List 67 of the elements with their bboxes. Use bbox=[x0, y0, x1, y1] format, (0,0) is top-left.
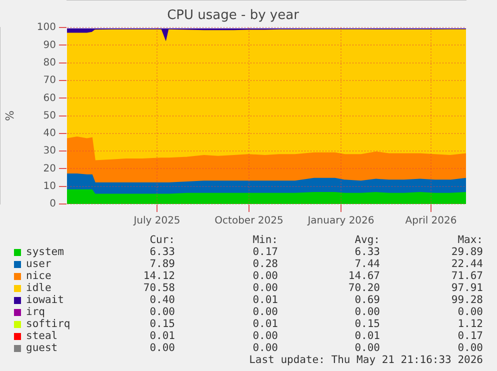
text: 0.00 bbox=[252, 330, 278, 342]
text: 0.00 bbox=[458, 342, 483, 354]
y-tick-label: 100 bbox=[36, 22, 56, 34]
y-tick-label: 0 bbox=[50, 198, 56, 210]
text: 0.01 bbox=[252, 318, 278, 330]
x-tick-label: April 2026 bbox=[405, 216, 457, 227]
y-tick-label: 10 bbox=[43, 180, 56, 192]
text: Last update: Thu May 21 21:16:33 2026 bbox=[249, 354, 483, 366]
x-tick-label: January 2026 bbox=[306, 216, 374, 227]
y-tick-label: 70 bbox=[43, 75, 56, 86]
text: 0.00 bbox=[150, 342, 175, 354]
y-tick-label: 40 bbox=[43, 128, 56, 140]
text: Cur: bbox=[150, 234, 175, 246]
y-tick-label: 20 bbox=[43, 163, 56, 174]
legend-label: user bbox=[26, 258, 52, 270]
text: 0.00 bbox=[252, 270, 278, 282]
legend-label: irq bbox=[26, 306, 45, 318]
y-tick-label: 60 bbox=[43, 92, 56, 104]
legend-label: nice bbox=[26, 270, 52, 282]
text: 14.67 bbox=[348, 270, 380, 282]
text: 22.44 bbox=[451, 258, 483, 270]
text: 0.15 bbox=[354, 318, 380, 330]
x-tick-label: October 2025 bbox=[214, 216, 284, 227]
text: 0.69 bbox=[354, 294, 380, 306]
text: 0.01 bbox=[150, 330, 175, 342]
text: Min: bbox=[252, 234, 278, 246]
text: 0.17 bbox=[458, 330, 483, 342]
text: Max: bbox=[458, 234, 483, 246]
text: Avg: bbox=[354, 234, 380, 246]
legend-label: iowait bbox=[26, 294, 64, 306]
text: 29.89 bbox=[451, 246, 483, 258]
text: 99.28 bbox=[451, 294, 483, 306]
chart-title: CPU usage - by year bbox=[167, 8, 300, 24]
y-tick-label: 80 bbox=[43, 57, 56, 68]
text: 0.00 bbox=[354, 342, 380, 354]
text: 0.15 bbox=[150, 318, 175, 330]
text: 0.00 bbox=[252, 342, 278, 354]
text: 71.67 bbox=[451, 270, 483, 282]
y-tick-label: 50 bbox=[43, 110, 56, 122]
text: 7.89 bbox=[150, 258, 175, 270]
legend-label: idle bbox=[26, 282, 52, 294]
text: 7.44 bbox=[354, 258, 380, 270]
y-tick-label: 30 bbox=[43, 146, 56, 157]
text: 0.00 bbox=[252, 282, 278, 294]
text: 0.00 bbox=[150, 306, 175, 318]
legend-label: system bbox=[26, 246, 64, 258]
legend-label: steal bbox=[26, 330, 58, 342]
text: 0.28 bbox=[252, 258, 278, 270]
text: 70.20 bbox=[348, 282, 380, 294]
text: 0.40 bbox=[150, 294, 175, 306]
y-tick-label: 90 bbox=[43, 40, 56, 51]
legend-label: softirq bbox=[26, 318, 70, 330]
legend-label: guest bbox=[26, 342, 58, 354]
text: 0.17 bbox=[252, 246, 278, 258]
text: 6.33 bbox=[354, 246, 380, 258]
text: 0.01 bbox=[354, 330, 380, 342]
text: 0.01 bbox=[252, 294, 278, 306]
text: 0.00 bbox=[252, 306, 278, 318]
text: 0.00 bbox=[458, 306, 483, 318]
text: 0.00 bbox=[354, 306, 380, 318]
text: 1.12 bbox=[458, 318, 483, 330]
y-axis-title: % bbox=[3, 110, 16, 122]
x-tick-label: July 2025 bbox=[132, 216, 180, 227]
text: 14.12 bbox=[143, 270, 175, 282]
text: 70.58 bbox=[143, 282, 175, 294]
text: 6.33 bbox=[150, 246, 175, 258]
text: 97.91 bbox=[451, 282, 483, 294]
